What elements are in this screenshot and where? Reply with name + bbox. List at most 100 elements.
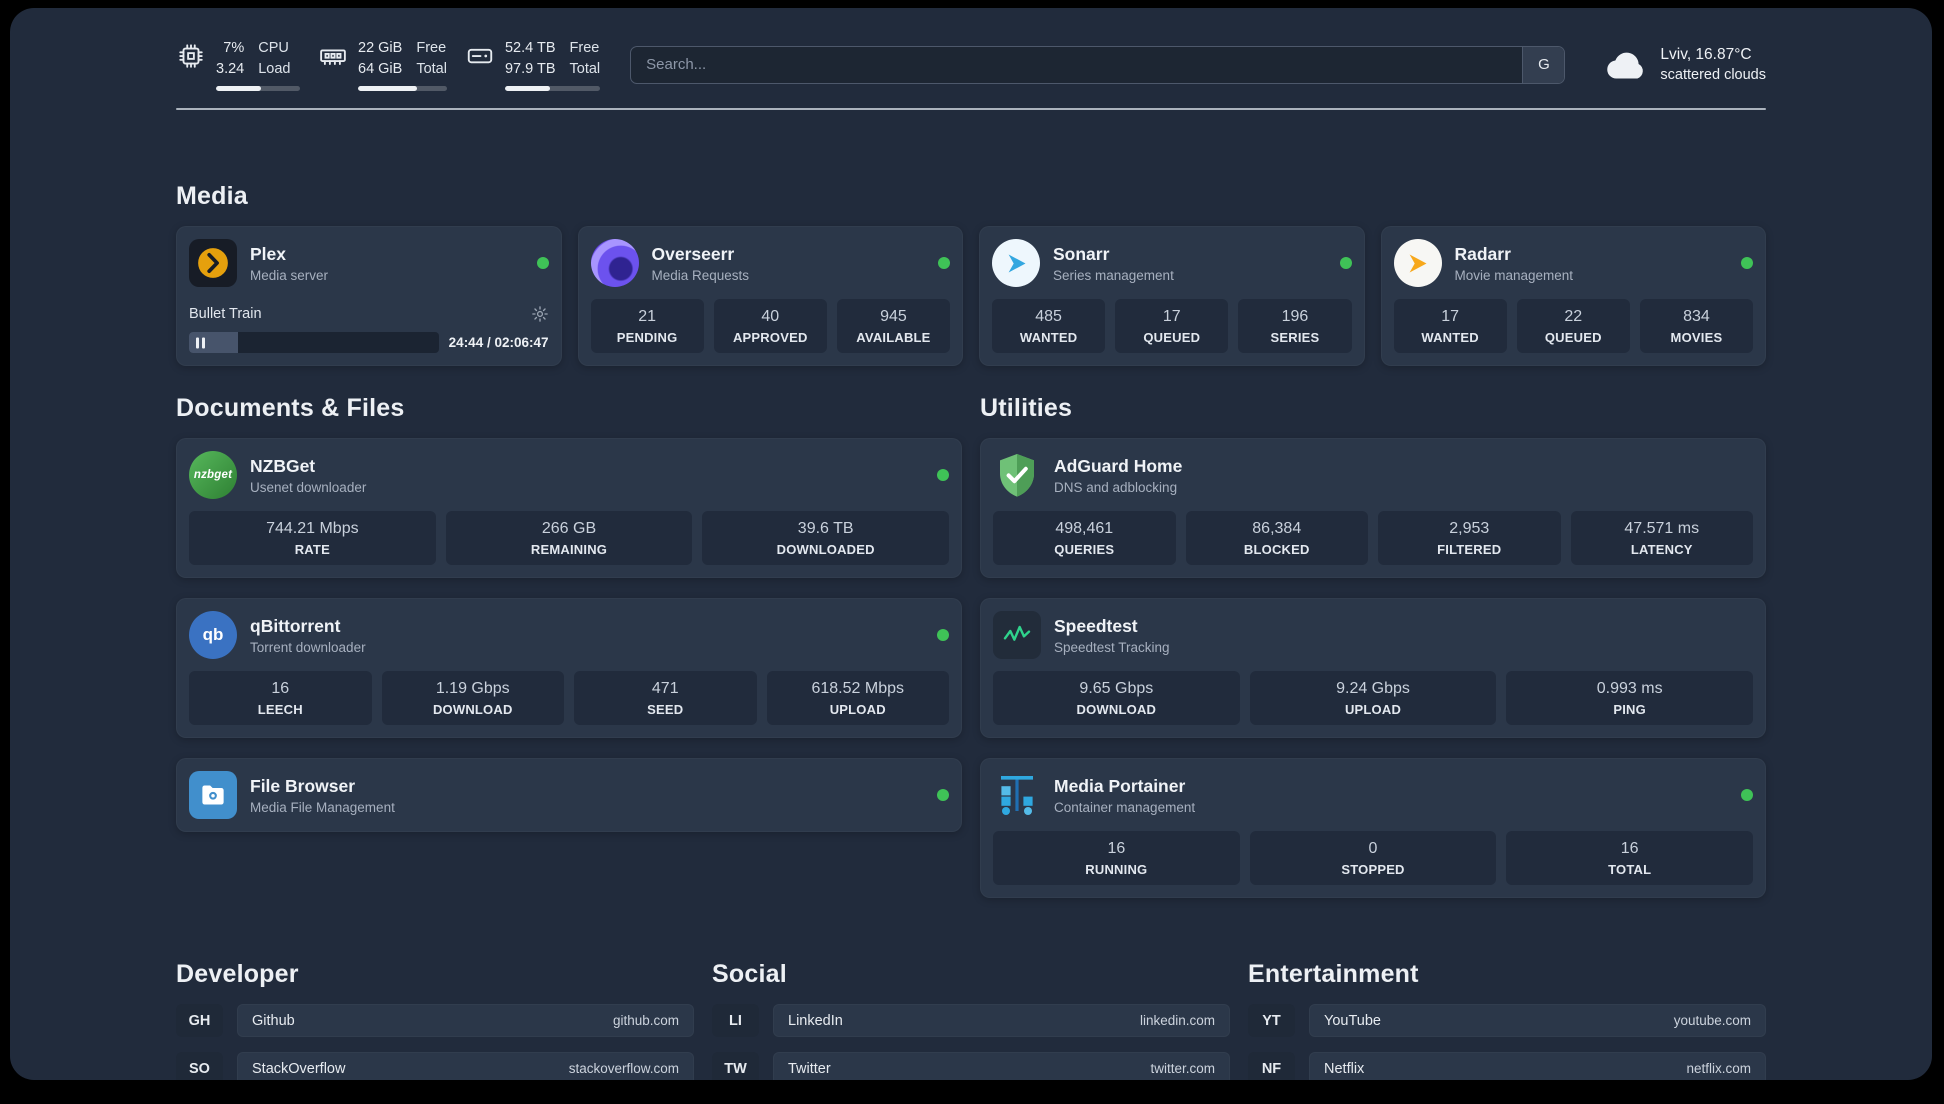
bookmark-url: github.com bbox=[612, 1013, 679, 1029]
bookmark-url: youtube.com bbox=[1673, 1013, 1751, 1029]
cpu-labels: CPU Load bbox=[258, 38, 290, 80]
app-name: NZBGet bbox=[250, 455, 316, 476]
bookmark-linkedin[interactable]: LI LinkedIn linkedin.com bbox=[712, 1004, 1230, 1038]
cpu-meter bbox=[216, 86, 300, 92]
ram-free: 22 GiB bbox=[358, 40, 403, 56]
stat-ping: 0.993 ms PING bbox=[1506, 671, 1754, 726]
cpu-values: 7% 3.24 bbox=[216, 38, 244, 80]
app-card-radarr[interactable]: Radarr Movie management 17 WANTED 22 QUE… bbox=[1380, 226, 1766, 367]
bookmark-github[interactable]: GH Github github.com bbox=[176, 1004, 694, 1038]
bookmark-columns: Developer GH Github github.com SO StackO… bbox=[176, 960, 1766, 1080]
stat-series: 196 SERIES bbox=[1238, 299, 1352, 354]
stat-wanted: 17 WANTED bbox=[1393, 299, 1507, 354]
disk-label-top: Free bbox=[569, 40, 600, 56]
app-card-overseerr[interactable]: Overseerr Media Requests 21 PENDING 40 A… bbox=[577, 226, 963, 367]
app-subtitle: DNS and adblocking bbox=[1054, 479, 1178, 495]
media-cards-row: Plex Media server Bullet Train bbox=[176, 226, 1766, 367]
disk-total: 97.9 TB bbox=[504, 61, 556, 78]
stat-filtered: 2,953 FILTERED bbox=[1378, 511, 1561, 566]
cloud-icon bbox=[1605, 49, 1647, 81]
section-social: Social LI LinkedIn linkedin.com TW Twitt… bbox=[712, 960, 1230, 1080]
bookmark-name: LinkedIn bbox=[788, 1012, 843, 1029]
header-divider bbox=[176, 108, 1766, 111]
app-subtitle: Usenet downloader bbox=[250, 479, 367, 495]
bookmark-name: Netflix bbox=[1324, 1060, 1365, 1077]
ram-labels: Free Total bbox=[416, 38, 447, 80]
weather-condition: scattered clouds bbox=[1660, 66, 1766, 83]
stat-wanted: 485 WANTED bbox=[992, 299, 1106, 354]
speedtest-icon bbox=[993, 611, 1041, 660]
app-subtitle: Movie management bbox=[1454, 267, 1574, 283]
bookmark-url: linkedin.com bbox=[1139, 1013, 1215, 1029]
nzbget-icon: nzbget bbox=[189, 451, 237, 500]
section-title-entertainment: Entertainment bbox=[1248, 960, 1419, 989]
app-subtitle: Torrent downloader bbox=[250, 639, 366, 655]
bookmark-name: YouTube bbox=[1324, 1012, 1381, 1029]
bookmark-youtube[interactable]: YT YouTube youtube.com bbox=[1248, 1004, 1766, 1038]
status-dot bbox=[937, 469, 949, 482]
qbittorrent-icon-text: qb bbox=[202, 625, 224, 645]
pause-icon[interactable] bbox=[196, 337, 205, 349]
speedtest-stats: 9.65 Gbps DOWNLOAD 9.24 Gbps UPLOAD 0.99… bbox=[993, 659, 1754, 726]
gear-icon[interactable] bbox=[531, 305, 549, 323]
qbittorrent-icon: qb bbox=[189, 611, 237, 660]
playback-progress-bar[interactable] bbox=[189, 332, 439, 354]
radarr-icon bbox=[1393, 239, 1442, 288]
app-subtitle: Media Requests bbox=[651, 267, 750, 283]
sonarr-icon bbox=[992, 239, 1040, 288]
app-card-sonarr[interactable]: Sonarr Series management 485 WANTED 17 Q… bbox=[979, 226, 1365, 367]
app-subtitle: Media server bbox=[250, 267, 329, 283]
app-card-adguard[interactable]: AdGuard Home DNS and adblocking 498,461 … bbox=[980, 438, 1766, 579]
stat-leech: 16 LEECH bbox=[189, 671, 372, 726]
now-playing-title: Bullet Train bbox=[189, 306, 262, 323]
stat-stopped: 0 STOPPED bbox=[1249, 831, 1497, 886]
disk-labels: Free Total bbox=[570, 38, 601, 80]
overseerr-icon bbox=[590, 239, 639, 288]
stat-queued: 17 QUEUED bbox=[1115, 299, 1229, 354]
app-card-nzbget[interactable]: nzbget NZBGet Usenet downloader 744.21 M… bbox=[176, 438, 962, 579]
app-subtitle: Media File Management bbox=[250, 799, 395, 815]
radarr-stats: 17 WANTED 22 QUEUED 834 MOVIES bbox=[1393, 287, 1754, 354]
bookmark-twitter[interactable]: TW Twitter twitter.com bbox=[712, 1052, 1230, 1080]
search-input[interactable] bbox=[631, 56, 1523, 74]
bookmark-netflix[interactable]: NF Netflix netflix.com bbox=[1248, 1052, 1766, 1080]
status-dot bbox=[937, 789, 949, 802]
plex-now-playing: Bullet Train bbox=[189, 295, 549, 354]
stat-available: 945 AVAILABLE bbox=[836, 299, 951, 354]
stat-approved: 40 APPROVED bbox=[713, 299, 827, 354]
section-utilities: Utilities bbox=[980, 394, 1766, 899]
ram-metric-body: 22 GiB 64 GiB Free Total bbox=[358, 38, 447, 92]
stat-movies: 834 MOVIES bbox=[1639, 299, 1754, 354]
stat-download: 1.19 Gbps DOWNLOAD bbox=[381, 671, 564, 726]
app-card-speedtest[interactable]: Speedtest Speedtest Tracking 9.65 Gbps D… bbox=[980, 598, 1766, 739]
section-media: Media Plex Media server bbox=[176, 182, 1766, 367]
ram-metric: 22 GiB 64 GiB Free Total bbox=[318, 38, 447, 92]
bookmark-abbr: GH bbox=[176, 1004, 223, 1038]
cpu-metric: 7% 3.24 CPU Load bbox=[176, 38, 300, 92]
app-name: Speedtest bbox=[1054, 615, 1138, 636]
app-name: Plex bbox=[250, 243, 286, 264]
stat-running: 16 RUNNING bbox=[993, 831, 1240, 886]
bookmark-url: stackoverflow.com bbox=[568, 1061, 679, 1077]
search-bar: G bbox=[630, 45, 1566, 84]
app-card-plex[interactable]: Plex Media server Bullet Train bbox=[176, 226, 562, 367]
cpu-metric-body: 7% 3.24 CPU Load bbox=[216, 38, 300, 92]
stat-seed: 471 SEED bbox=[574, 671, 757, 726]
stat-queries: 498,461 QUERIES bbox=[993, 511, 1176, 566]
status-dot bbox=[937, 629, 949, 642]
app-card-portainer[interactable]: Media Portainer Container management 16 … bbox=[980, 758, 1766, 899]
section-title-media: Media bbox=[176, 182, 248, 211]
bookmark-abbr: TW bbox=[712, 1052, 759, 1080]
app-card-filebrowser[interactable]: File Browser Media File Management bbox=[176, 758, 962, 833]
section-documents: Documents & Files nzbget NZBGet Usenet d… bbox=[176, 394, 962, 898]
app-card-qbittorrent[interactable]: qb qBittorrent Torrent downloader 16 bbox=[176, 598, 962, 739]
ram-total: 64 GiB bbox=[358, 61, 403, 78]
bookmark-abbr: SO bbox=[176, 1052, 223, 1080]
bookmark-name: Github bbox=[252, 1012, 295, 1029]
top-bar: 7% 3.24 CPU Load bbox=[176, 38, 1766, 92]
search-engine-button[interactable]: G bbox=[1522, 46, 1565, 83]
overseerr-stats: 21 PENDING 40 APPROVED 945 AVAILABLE bbox=[590, 287, 951, 354]
bookmark-stackoverflow[interactable]: SO StackOverflow stackoverflow.com bbox=[176, 1052, 694, 1080]
section-developer: Developer GH Github github.com SO StackO… bbox=[176, 960, 694, 1080]
app-subtitle: Series management bbox=[1053, 267, 1174, 283]
